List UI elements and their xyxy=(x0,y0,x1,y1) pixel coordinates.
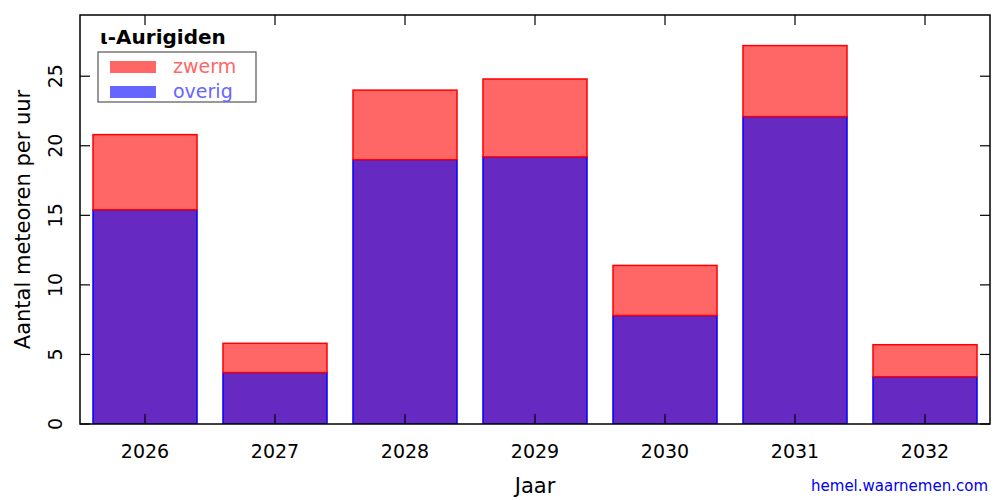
bar xyxy=(743,46,847,117)
bar xyxy=(223,373,327,424)
y-tick xyxy=(80,423,90,424)
y-tick-label: 5 xyxy=(44,348,66,360)
bar xyxy=(483,157,587,424)
legend-label: zwerm xyxy=(173,55,236,77)
y-tick xyxy=(80,145,90,146)
bar xyxy=(613,315,717,424)
bar xyxy=(93,210,197,424)
x-tick xyxy=(144,414,145,424)
y-tick-right xyxy=(980,215,990,216)
bars xyxy=(93,46,977,424)
x-tick xyxy=(664,414,665,424)
x-tick-label: 2027 xyxy=(251,440,299,462)
x-tick-top xyxy=(274,15,275,25)
x-tick xyxy=(274,414,275,424)
x-tick-top xyxy=(794,15,795,25)
y-tick-label: 10 xyxy=(44,273,66,297)
y-tick-label: 20 xyxy=(44,134,66,158)
bar xyxy=(353,160,457,424)
y-tick-right xyxy=(980,76,990,77)
y-tick-label: 25 xyxy=(44,64,66,88)
bar xyxy=(93,135,197,210)
x-tick-label: 2032 xyxy=(901,440,949,462)
y-tick xyxy=(80,215,90,216)
legend-label: overig xyxy=(173,80,233,102)
bar xyxy=(743,117,847,424)
x-tick-top xyxy=(534,15,535,25)
x-tick-label: 2026 xyxy=(121,440,169,462)
bar xyxy=(873,345,977,377)
y-axis-label: Aantal meteoren per uur xyxy=(11,89,35,349)
x-tick xyxy=(924,414,925,424)
chart: 05101520252026202720282029203020312032Ja… xyxy=(0,0,1000,500)
legend-swatch xyxy=(110,61,156,73)
y-tick-right xyxy=(980,354,990,355)
legend-box xyxy=(98,52,256,102)
frame xyxy=(80,15,990,424)
y-tick-right xyxy=(980,423,990,424)
x-tick-top xyxy=(144,15,145,25)
y-tick xyxy=(80,354,90,355)
y-tick-right xyxy=(980,284,990,285)
y-tick-right xyxy=(980,145,990,146)
x-tick xyxy=(534,414,535,424)
bar xyxy=(223,343,327,372)
x-tick xyxy=(794,414,795,424)
y-tick xyxy=(80,284,90,285)
x-tick xyxy=(404,414,405,424)
x-tick-label: 2029 xyxy=(511,440,559,462)
y-tick-label: 0 xyxy=(44,418,66,430)
bar xyxy=(483,79,587,157)
y-tick xyxy=(80,76,90,77)
y-tick-label: 15 xyxy=(44,203,66,227)
x-tick-label: 2031 xyxy=(771,440,819,462)
bar xyxy=(353,90,457,160)
credit: hemel.waarnemen.com xyxy=(811,477,988,495)
x-tick-top xyxy=(924,15,925,25)
bar xyxy=(613,265,717,315)
x-tick-top xyxy=(664,15,665,25)
title: ι-Aurigiden xyxy=(100,25,226,49)
legend-swatch xyxy=(110,86,156,98)
bar xyxy=(873,377,977,424)
x-tick-label: 2028 xyxy=(381,440,429,462)
x-tick-top xyxy=(404,15,405,25)
x-axis-label: Jaar xyxy=(513,474,556,498)
x-tick-label: 2030 xyxy=(641,440,689,462)
